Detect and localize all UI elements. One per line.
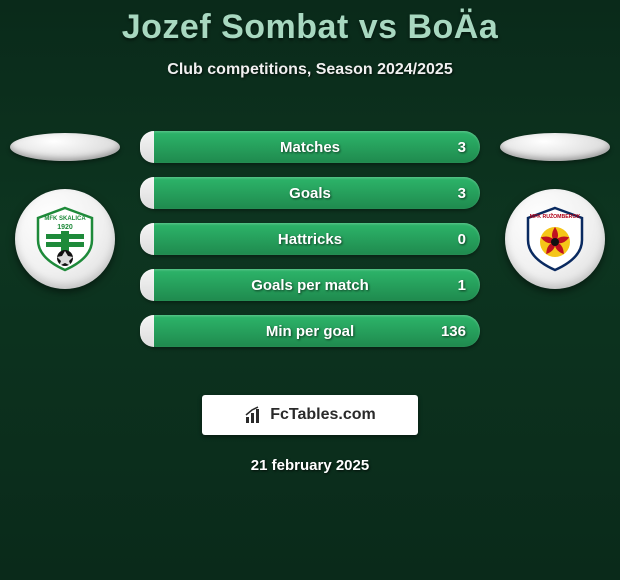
stat-row-min-per-goal: Min per goal 136 [140, 315, 480, 347]
stat-label: Matches [140, 139, 480, 156]
stat-row-matches: Matches 3 [140, 131, 480, 163]
stat-label: Goals per match [140, 277, 480, 294]
stat-value-right: 3 [458, 139, 466, 156]
content-area: MFK SKALICA 1920 MFK RUŽOMBEROK [0, 111, 620, 371]
brand-label: FcTables.com [270, 406, 376, 424]
infographic-container: Jozef Sombat vs BoÄa Club competitions, … [0, 0, 620, 474]
svg-text:MFK RUŽOMBEROK: MFK RUŽOMBEROK [530, 212, 581, 220]
stat-value-right: 0 [458, 231, 466, 248]
chart-icon [244, 405, 264, 425]
stat-row-goals-per-match: Goals per match 1 [140, 269, 480, 301]
right-club-badge: MFK RUŽOMBEROK [505, 189, 605, 289]
stat-label: Min per goal [140, 323, 480, 340]
page-title: Jozef Sombat vs BoÄa [0, 8, 620, 47]
date-label: 21 february 2025 [0, 457, 620, 474]
skalica-crest-icon: MFK SKALICA 1920 [30, 204, 100, 274]
stat-value-right: 3 [458, 185, 466, 202]
subtitle: Club competitions, Season 2024/2025 [0, 61, 620, 79]
stat-row-hattricks: Hattricks 0 [140, 223, 480, 255]
right-player-column: MFK RUŽOMBEROK [490, 133, 620, 289]
badge-year: 1920 [57, 224, 73, 231]
right-player-oval [500, 133, 610, 161]
stat-value-right: 1 [458, 277, 466, 294]
ruzomberok-crest-icon: MFK RUŽOMBEROK [520, 204, 590, 274]
stat-value-right: 136 [441, 323, 466, 340]
stats-list: Matches 3 Goals 3 Hattricks 0 Goals per … [140, 131, 480, 347]
stat-label: Goals [140, 185, 480, 202]
brand-box: FcTables.com [202, 395, 418, 435]
svg-text:MFK SKALICA: MFK SKALICA [44, 216, 86, 222]
left-club-badge: MFK SKALICA 1920 [15, 189, 115, 289]
stat-row-goals: Goals 3 [140, 177, 480, 209]
left-player-oval [10, 133, 120, 161]
stat-label: Hattricks [140, 231, 480, 248]
left-player-column: MFK SKALICA 1920 [0, 133, 130, 289]
